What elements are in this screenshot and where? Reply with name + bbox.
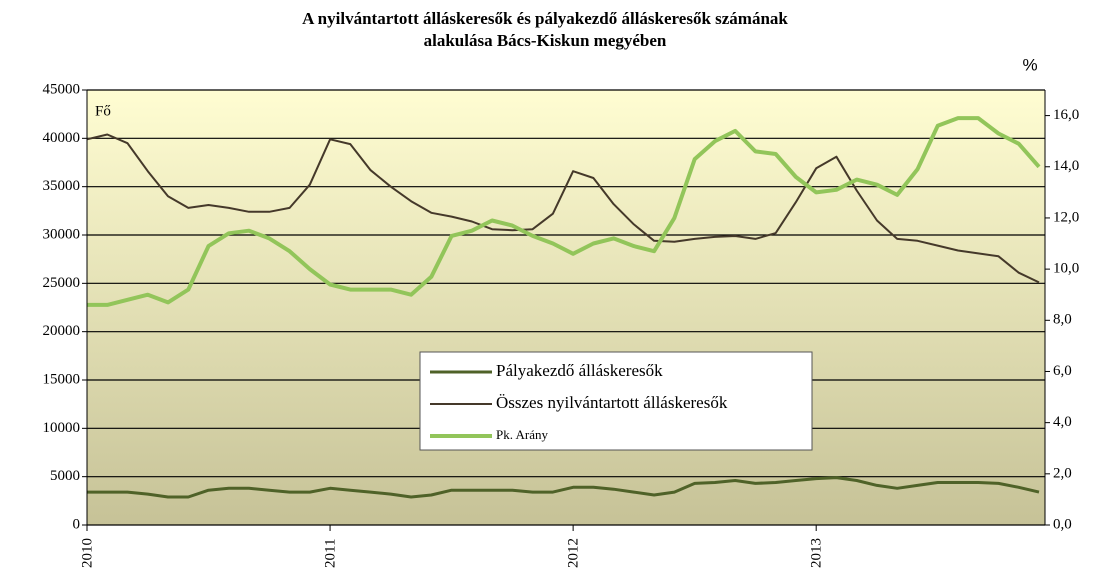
- grid: [87, 89, 1045, 526]
- x-tick-label: 2012: [566, 538, 582, 568]
- series-line: [87, 476, 1040, 499]
- y2-tick-label: 6,0: [1053, 363, 1072, 379]
- axes: 0 5000 10000 15000 20000 25000 30000 35000 40000…: [43, 81, 1080, 568]
- y2-tick-label: 14,0: [1053, 158, 1079, 174]
- legend-box: [419, 351, 813, 451]
- y2-tick-label: 4,0: [1053, 414, 1072, 430]
- y-tick-label: 35000: [43, 178, 81, 194]
- legend-label: Összes nyilvántartott álláskeresők: [496, 393, 728, 412]
- y-tick-label: 25000: [43, 275, 81, 291]
- y2-tick-label: 8,0: [1053, 312, 1072, 328]
- legend-label: Pk. Arány: [496, 427, 549, 442]
- y2-tick-label: 12,0: [1053, 209, 1079, 225]
- y-tick-label: 40000: [43, 130, 81, 146]
- y2-unit: %: [1022, 55, 1037, 74]
- plot-area: [87, 90, 1045, 525]
- y-tick-label: 20000: [43, 323, 81, 339]
- y2-tick-label: 16,0: [1053, 107, 1079, 123]
- x-tick-label: 2013: [809, 538, 825, 568]
- y2-tick-label: 10,0: [1053, 261, 1079, 277]
- chart-title: A nyilvántartott álláskeresők és pályake…: [302, 9, 788, 28]
- x-tick-label: 2011: [323, 539, 339, 568]
- x-tick-label: 2010: [79, 538, 95, 568]
- y2-tick-label: 2,0: [1053, 465, 1072, 481]
- y-tick-label: 0: [73, 516, 81, 532]
- series-line: [87, 116, 1041, 307]
- y-tick-label: 45000: [43, 81, 81, 97]
- y2-tick-label: 0,0: [1053, 516, 1072, 532]
- lines: [86, 116, 1041, 499]
- chart-title: alakulása Bács-Kiskun megyében: [424, 31, 667, 50]
- y-tick-label: 5000: [50, 468, 80, 484]
- legend-label: Pályakezdő álláskeresők: [496, 361, 663, 380]
- y-unit: Fő: [95, 103, 111, 119]
- series-line: [86, 133, 1040, 284]
- legend: Pályakezdő álláskeresők Összes nyilvántar…: [419, 351, 813, 451]
- y-tick-label: 30000: [43, 226, 81, 242]
- y-tick-label: 10000: [43, 420, 81, 436]
- y-tick-label: 15000: [43, 371, 81, 387]
